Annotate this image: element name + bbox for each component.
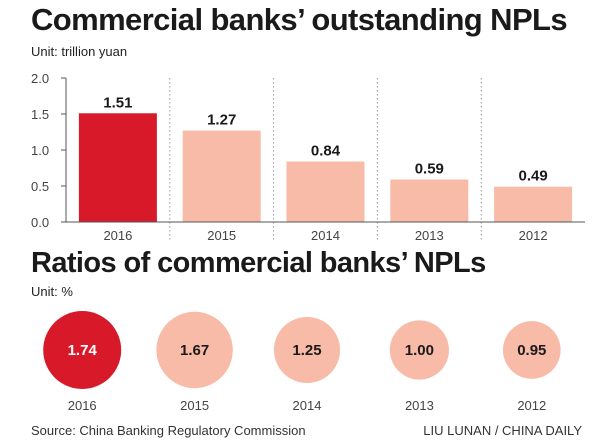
ratio-bubble [273, 316, 341, 384]
bubble-year-label: 2012 [517, 398, 546, 413]
ratio-value-label: 1.25 [292, 342, 321, 359]
bubble-year-label: 2016 [68, 398, 97, 413]
npl-chart-unit: Unit: trillion yuan [31, 44, 128, 59]
npl-bar-chart: 2.0 1.5 1.0 0.5 0.0 1.51 2016 1.27 2015 0.84 2014 0… [31, 71, 585, 243]
npl-chart-title: Commercial banks’ outstanding NPLs [31, 2, 568, 37]
ratio-value-label: 1.00 [405, 342, 434, 359]
bubble-year-label: 2015 [180, 398, 209, 413]
ratio-chart-unit: Unit: % [31, 284, 73, 299]
credit-note: LIU LUNAN / CHINA DAILY [423, 423, 582, 438]
source-note: Source: China Banking Regulatory Commiss… [31, 423, 306, 438]
x-tick-label: 2013 [415, 228, 444, 243]
y-tick-label: 1.5 [31, 107, 49, 122]
x-tick-label: 2015 [207, 228, 236, 243]
npl-bar [286, 161, 365, 222]
x-tick-label: 2012 [519, 228, 548, 243]
bubble-year-label: 2014 [293, 398, 322, 413]
npl-value-label: 0.49 [518, 168, 547, 185]
ratio-bubble [156, 311, 233, 389]
ratio-value-label: 1.74 [68, 342, 98, 359]
ratio-bubble [389, 320, 449, 380]
bubble-year-label: 2013 [405, 398, 434, 413]
npl-bar [494, 186, 573, 222]
ratio-value-label: 0.95 [517, 342, 546, 359]
ratio-value-label: 1.67 [180, 342, 209, 359]
npl-value-label: 0.59 [415, 161, 444, 178]
npl-value-label: 1.51 [103, 94, 132, 111]
y-tick-label: 0.0 [31, 215, 49, 230]
y-tick-label: 0.5 [31, 179, 49, 194]
ratio-chart-title: Ratios of commercial banks’ NPLs [31, 247, 486, 279]
npl-value-label: 1.27 [207, 112, 236, 129]
npl-value-label: 0.84 [311, 143, 341, 160]
y-tick-label: 2.0 [31, 71, 49, 86]
ratio-bubble [43, 311, 122, 389]
x-tick-label: 2016 [103, 228, 132, 243]
ratio-bubble [502, 321, 561, 379]
x-tick-label: 2014 [311, 228, 340, 243]
npl-bar [182, 130, 261, 222]
ratio-bubble-chart: 1.74 2016 1.67 2015 1.25 2014 1.00 2013 0.95 2012 [43, 311, 561, 413]
npl-bar [390, 179, 469, 222]
npl-bar [78, 113, 157, 222]
y-tick-label: 1.0 [31, 143, 49, 158]
